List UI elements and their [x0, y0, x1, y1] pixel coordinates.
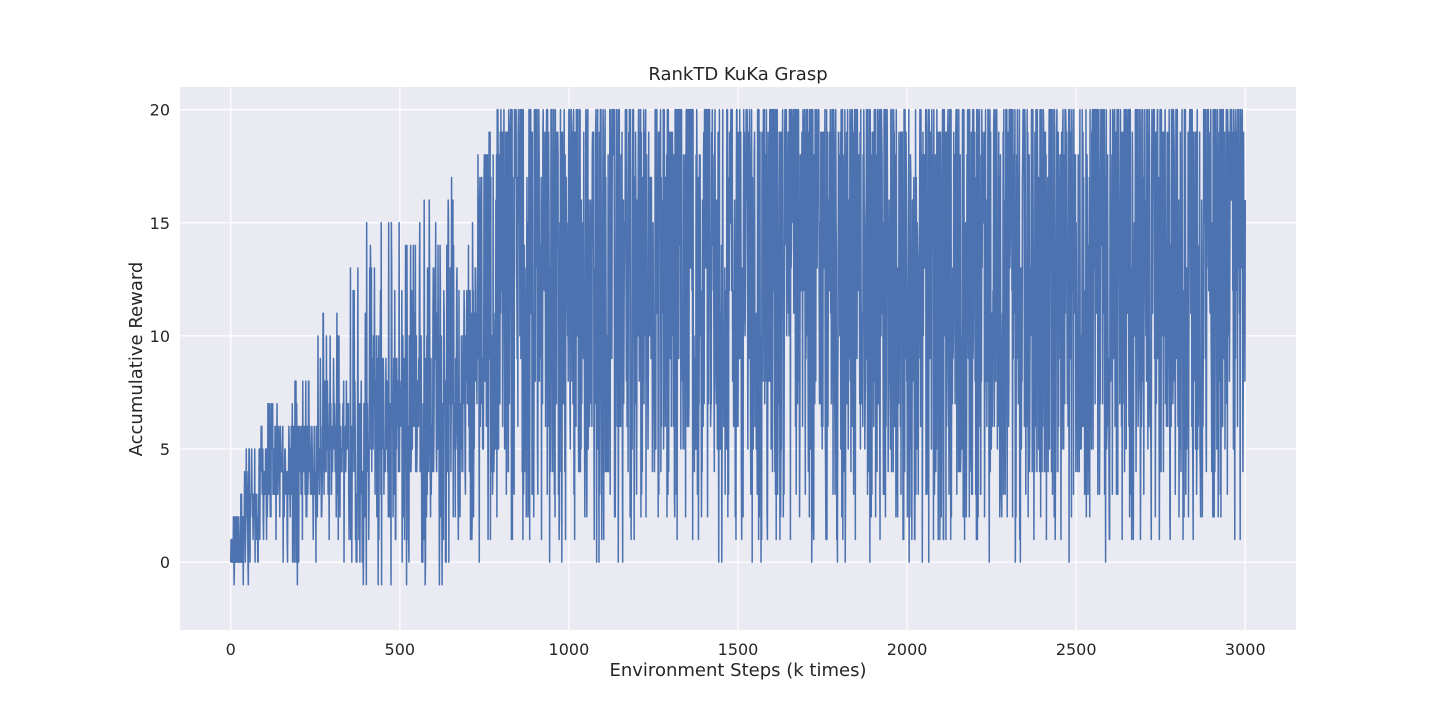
- x-tick-labels: 0 500 1000 1500 2000 2500 3000: [226, 640, 1266, 659]
- y-tick-label: 0: [160, 553, 170, 572]
- chart-title: RankTD KuKa Grasp: [648, 64, 827, 85]
- x-tick-label: 500: [385, 640, 416, 659]
- x-tick-label: 3000: [1225, 640, 1266, 659]
- series-layer: [229, 108, 1247, 586]
- y-tick-label: 10: [150, 327, 170, 346]
- y-tick-label: 5: [160, 440, 170, 459]
- y-axis-label: Accumulative Reward: [126, 262, 147, 457]
- x-axis-label: Environment Steps (k times): [610, 660, 867, 681]
- x-tick-label: 1000: [549, 640, 590, 659]
- y-tick-label: 20: [150, 101, 170, 120]
- x-tick-label: 2000: [887, 640, 928, 659]
- y-tick-label: 15: [150, 214, 170, 233]
- series-line: [229, 108, 1247, 586]
- x-tick-label: 1500: [718, 640, 759, 659]
- y-tick-labels: 0 5 10 15 20: [150, 101, 170, 573]
- x-tick-label: 2500: [1056, 640, 1097, 659]
- x-tick-label: 0: [226, 640, 236, 659]
